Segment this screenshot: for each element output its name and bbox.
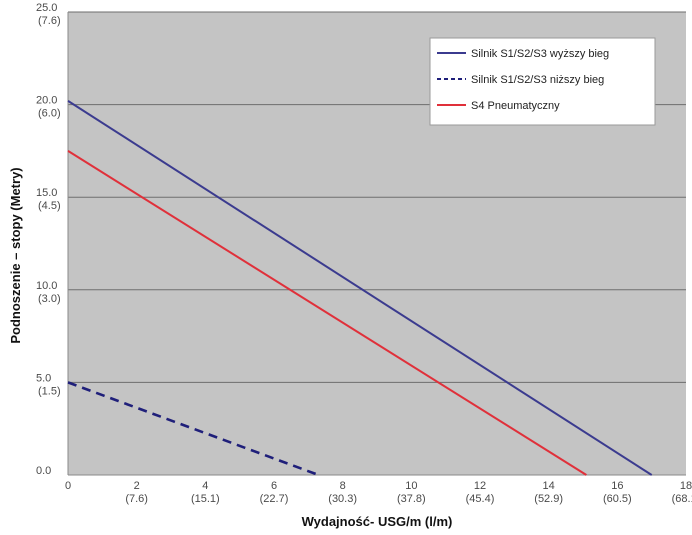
- series-line: [67, 100, 653, 476]
- x-tick-sublabel: (68.1): [672, 493, 692, 505]
- y-axis-title: Podnoszenie – stopy (Metry): [8, 167, 23, 343]
- y-tick-label: 10.0: [36, 280, 57, 292]
- x-tick-sublabel: (60.5): [603, 493, 632, 505]
- legend-label: Silnik S1/S2/S3 niższy bieg: [471, 74, 604, 86]
- x-tick-label: 4: [202, 480, 208, 492]
- x-tick-sublabel: (7.6): [125, 493, 148, 505]
- x-tick-sublabel: (22.7): [260, 493, 289, 505]
- y-tick-label: 15.0: [36, 187, 57, 199]
- y-tick-label: 20.0: [36, 95, 57, 107]
- legend-box: [429, 37, 656, 126]
- x-tick-label: 16: [611, 480, 623, 492]
- x-tick-sublabel: (37.8): [397, 493, 426, 505]
- x-tick-sublabel: (45.4): [466, 493, 495, 505]
- x-tick-label: 2: [134, 480, 140, 492]
- x-tick-label: 8: [340, 480, 346, 492]
- y-tick-sublabel: (7.6): [38, 15, 61, 27]
- x-tick-label: 6: [271, 480, 277, 492]
- x-tick-label: 14: [543, 480, 555, 492]
- series-line: [67, 150, 587, 476]
- y-tick-label: 25.0: [36, 2, 57, 14]
- tick-labels: 0 2(7.6)4(15.1)6(22.7)8(30.3)10(37.8)12(4…: [36, 2, 692, 505]
- x-tick-label: 10: [405, 480, 417, 492]
- series-lines: [67, 100, 653, 477]
- x-tick-sublabel: (15.1): [191, 493, 220, 505]
- legend-label: Silnik S1/S2/S3 wyższy bieg: [471, 48, 609, 60]
- y-tick-label: 5.0: [36, 372, 51, 384]
- y-tick-sublabel: (6.0): [38, 108, 61, 120]
- x-tick-label: 0: [65, 480, 71, 492]
- x-tick-label: 12: [474, 480, 486, 492]
- legend: Silnik S1/S2/S3 wyższy bieg Silnik S1/S2/…: [429, 37, 656, 126]
- x-tick-sublabel: (52.9): [534, 493, 563, 505]
- grid-lines: [67, 11, 686, 476]
- y-tick-sublabel: (1.5): [38, 385, 61, 397]
- legend-label: S4 Pneumatyczny: [471, 100, 560, 112]
- y-tick-sublabel: (3.0): [38, 293, 61, 305]
- x-tick-label: 18: [680, 480, 692, 492]
- y-tick-sublabel: (4.5): [38, 200, 61, 212]
- y-tick-label: 0.0: [36, 465, 51, 477]
- x-tick-sublabel: (30.3): [328, 493, 357, 505]
- x-axis-title: Wydajność- USG/m (l/m): [302, 514, 453, 529]
